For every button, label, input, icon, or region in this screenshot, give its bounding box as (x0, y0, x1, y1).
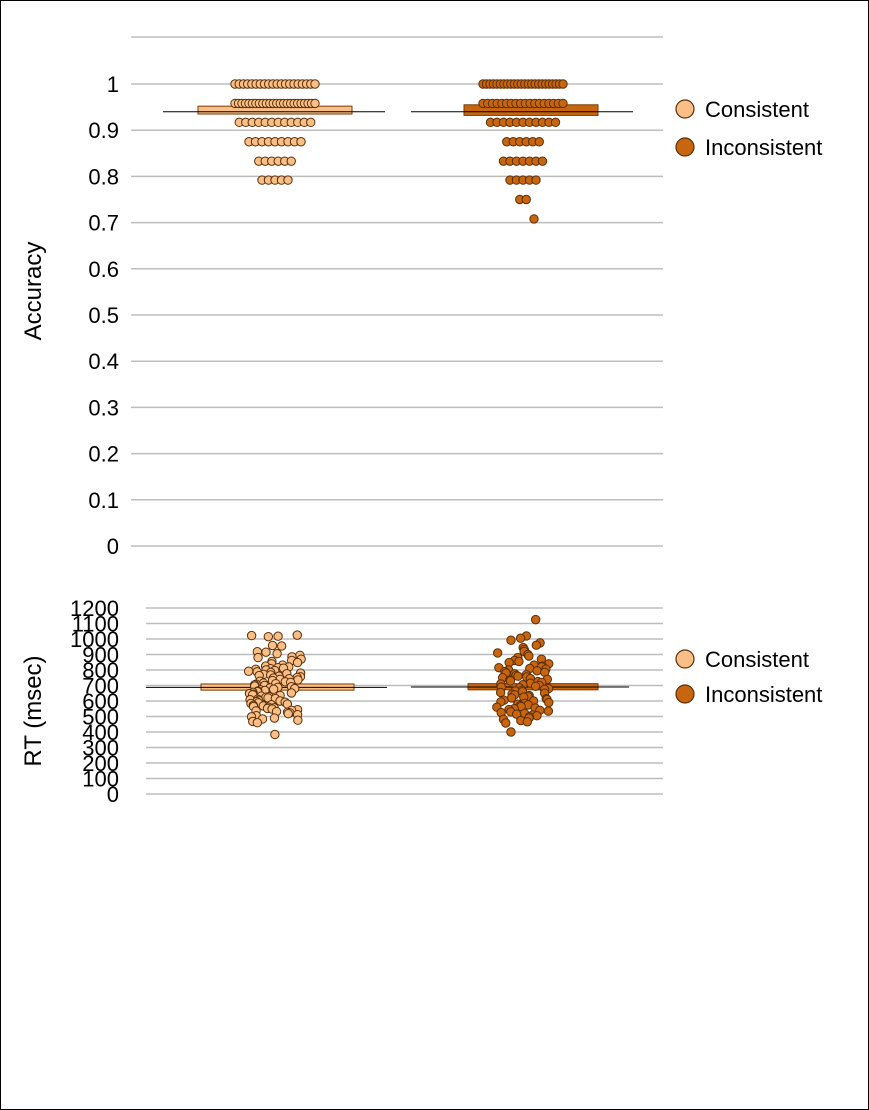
data-point-consistent (261, 647, 271, 657)
data-point-consistent (270, 729, 280, 740)
legend-marker-consistent (675, 99, 695, 119)
data-point-inconsistent (492, 648, 503, 658)
data-point-inconsistent (543, 706, 554, 716)
data-point-inconsistent (515, 633, 526, 643)
legend-label-inconsistent: Inconsistent (705, 135, 822, 160)
data-point-inconsistent (558, 79, 568, 89)
data-point-inconsistent (524, 651, 534, 661)
data-point-inconsistent (513, 671, 523, 681)
y-tick-label: 0.8 (88, 164, 119, 189)
y-tick-label: 800 (82, 658, 119, 683)
data-point-inconsistent (506, 635, 516, 645)
data-point-consistent (286, 688, 297, 698)
y-tick-label: 0.9 (88, 118, 119, 143)
y-tick-label: 0 (107, 534, 119, 559)
data-point-inconsistent (530, 681, 541, 691)
y-tick-label: 1200 (70, 596, 119, 621)
data-point-consistent (306, 117, 316, 128)
data-point-consistent (310, 79, 320, 89)
data-point-inconsistent (514, 656, 524, 667)
data-point-inconsistent (501, 718, 511, 728)
y-tick-label: 1100 (72, 612, 119, 637)
legend-label-inconsistent: Inconsistent (705, 682, 822, 707)
data-point-consistent (283, 709, 293, 719)
y-tick-label: 700 (82, 674, 119, 699)
data-point-inconsistent (532, 666, 542, 676)
y-axis-title: RT (msec) (20, 655, 47, 766)
data-point-inconsistent (529, 214, 539, 224)
legend-marker-consistent (675, 649, 695, 669)
data-point-consistent (268, 684, 279, 694)
data-point-consistent (276, 641, 287, 651)
data-point-inconsistent (558, 98, 568, 109)
y-tick-label: 300 (82, 736, 119, 761)
y-tick-label: 900 (82, 643, 119, 668)
data-point-consistent (310, 98, 320, 109)
data-point-consistent (286, 156, 296, 166)
data-point-consistent (296, 137, 306, 147)
rt-chart: 0100200300400500600700800900100011001200… (20, 596, 822, 807)
y-tick-label: 400 (82, 720, 119, 745)
data-point-inconsistent (550, 117, 561, 128)
y-tick-label: 200 (82, 751, 119, 776)
legend-label-consistent: Consistent (705, 647, 809, 672)
data-point-consistent (263, 631, 274, 642)
data-point-inconsistent (505, 676, 516, 686)
y-tick-label: 0.2 (88, 442, 119, 467)
data-point-consistent (273, 631, 283, 641)
y-tick-label: 0.7 (88, 211, 119, 236)
y-tick-label: 0.5 (88, 303, 119, 328)
data-point-consistent (267, 640, 278, 651)
accuracy-chart: 0 0.1 0.2 0.3 0.4 0.5 0.6 0.7 0.8 0.9 1 Accuracy Con… (20, 36, 822, 559)
data-point-inconsistent (506, 727, 516, 737)
data-point-consistent (292, 657, 303, 668)
legend-marker-inconsistent (675, 684, 695, 704)
data-point-consistent (243, 666, 254, 676)
data-point-inconsistent (521, 194, 531, 205)
y-tick-label: 500 (82, 705, 119, 730)
y-tick-label: 0.6 (88, 257, 119, 282)
legend-marker-inconsistent (675, 137, 695, 157)
data-point-consistent (272, 649, 282, 659)
y-tick-label: 100 (82, 767, 119, 792)
data-point-inconsistent (531, 640, 542, 650)
data-point-inconsistent (531, 175, 541, 185)
data-point-inconsistent (537, 156, 548, 166)
data-point-inconsistent (534, 137, 544, 147)
legend-label-consistent: Consistent (705, 97, 809, 122)
y-axis-title: Accuracy (20, 242, 47, 341)
y-tick-label: 1 (107, 72, 119, 97)
data-point-inconsistent (530, 614, 541, 625)
y-tick-label: 0.1 (88, 488, 119, 513)
data-point-inconsistent (532, 711, 542, 721)
data-point-consistent (293, 715, 303, 725)
data-point-consistent (253, 652, 263, 663)
y-tick-label: 0.3 (88, 395, 119, 420)
data-point-inconsistent (522, 717, 533, 727)
data-point-consistent (283, 175, 293, 185)
data-point-consistent (246, 630, 257, 641)
data-point-inconsistent (495, 687, 506, 698)
data-point-inconsistent (544, 697, 554, 708)
data-point-consistent (292, 630, 302, 640)
y-tick-label: 600 (82, 689, 119, 714)
y-tick-label: 0.4 (88, 349, 119, 374)
data-point-consistent (252, 718, 263, 728)
data-point-consistent (269, 713, 280, 723)
y-tick-label: 0 (107, 782, 119, 807)
y-tick-label: 1000 (70, 627, 119, 652)
